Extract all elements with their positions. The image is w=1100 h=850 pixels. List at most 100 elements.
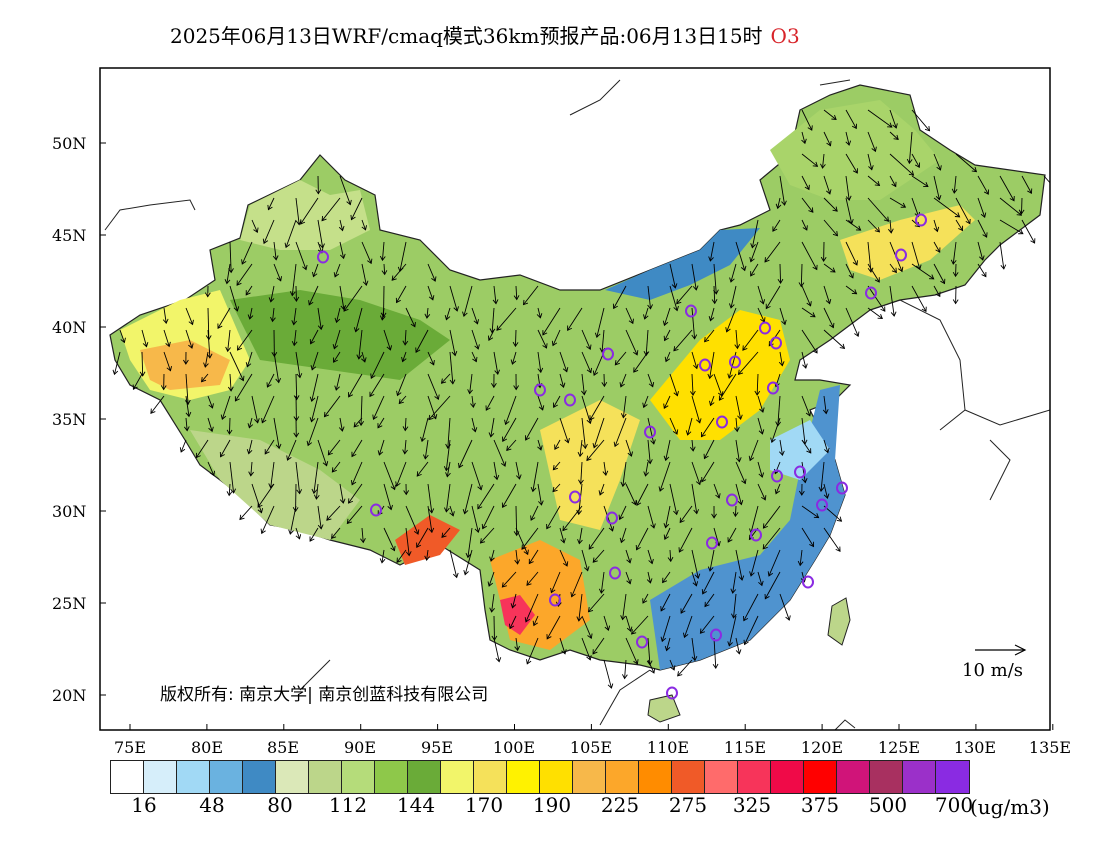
- wind-vector-head: [523, 549, 529, 556]
- wind-vector-head: [362, 280, 369, 286]
- wind-vector: [562, 505, 583, 531]
- wind-vector: [823, 131, 831, 146]
- wind-vector-head: [390, 545, 396, 552]
- wind-vector: [647, 549, 653, 564]
- wind-vector-head: [663, 403, 669, 410]
- wind-vector: [493, 351, 499, 375]
- wind-vector-head: [809, 541, 815, 548]
- wind-vector: [471, 461, 482, 490]
- wind-vector: [336, 307, 341, 323]
- wind-vector: [735, 395, 742, 420]
- wind-vector-head: [338, 426, 345, 432]
- wind-vector: [665, 505, 671, 528]
- wind-vector-head: [658, 486, 665, 492]
- wind-vector-head: [413, 529, 420, 535]
- wind-vector-head: [296, 373, 303, 379]
- wind-vector-head: [980, 212, 987, 218]
- wind-vector-head: [272, 255, 279, 261]
- station-marker: [726, 493, 738, 507]
- wind-vector-head: [983, 189, 989, 195]
- wind-vector-head: [626, 626, 633, 633]
- wind-vector: [799, 549, 803, 566]
- wind-vector: [446, 461, 451, 477]
- wind-vector-head: [443, 507, 450, 513]
- wind-vector: [273, 263, 282, 281]
- station-marker: [549, 593, 561, 607]
- wind-vector-head: [764, 593, 770, 600]
- wind-vector-head: [440, 378, 447, 384]
- wind-vector-head: [832, 231, 839, 237]
- wind-vector: [734, 505, 737, 517]
- wind-vector-head: [741, 478, 747, 485]
- wind-vector-head: [377, 423, 383, 429]
- wind-vector: [464, 549, 473, 575]
- wind-vector: [691, 263, 697, 291]
- wind-vector-head: [245, 290, 251, 296]
- wind-vector: [603, 505, 614, 532]
- wind-vector-head: [952, 299, 959, 305]
- wind-vector: [645, 461, 649, 476]
- wind-vector: [488, 329, 495, 341]
- wind-vector-head: [628, 318, 634, 325]
- wind-vector-head: [586, 655, 592, 661]
- wind-vector-head: [424, 555, 430, 561]
- wind-vector: [889, 175, 897, 187]
- wind-vector-head: [552, 464, 558, 471]
- wind-vector-head: [586, 344, 592, 350]
- wind-vector-head: [536, 313, 543, 319]
- wind-vector: [427, 395, 437, 419]
- wind-vector-head: [647, 459, 653, 465]
- wind-vector-head: [708, 256, 714, 262]
- wind-vector-head: [361, 225, 367, 231]
- wind-vector-head: [765, 303, 771, 310]
- wind-vector-head: [317, 324, 324, 331]
- wind-scale-arrow: [975, 644, 1027, 656]
- wind-vector: [493, 637, 500, 662]
- wind-vector-head: [501, 582, 507, 588]
- wind-vector: [227, 329, 231, 352]
- wind-vector: [691, 483, 698, 514]
- wind-vector: [665, 351, 671, 362]
- legend-color-cell: [573, 761, 606, 793]
- wind-vector-head: [708, 316, 715, 322]
- wind-vector-head: [246, 449, 253, 455]
- wind-vector: [141, 329, 147, 347]
- wind-vector: [267, 197, 275, 210]
- wind-vector-head: [372, 414, 378, 421]
- wind-vector-head: [707, 373, 714, 380]
- legend-color-cell: [441, 761, 474, 793]
- wind-vector: [889, 219, 892, 233]
- wind-vector-head: [309, 339, 315, 345]
- wind-vector-head: [291, 340, 298, 347]
- lon-label-95: 95E: [420, 738, 454, 757]
- wind-vector-head: [562, 367, 569, 373]
- wind-vector: [801, 417, 806, 445]
- wind-vector-head: [166, 366, 172, 372]
- wind-vector: [477, 483, 495, 510]
- wind-vector: [361, 527, 364, 543]
- wind-vector-head: [648, 558, 654, 565]
- wind-vector-head: [604, 625, 611, 631]
- wind-vector-head: [660, 606, 666, 612]
- wind-vector-head: [762, 523, 768, 529]
- wind-vector: [664, 527, 671, 540]
- wind-vector-head: [462, 509, 469, 515]
- wind-vector: [757, 417, 763, 435]
- wind-vector-head: [220, 414, 227, 420]
- wind-vector-head: [588, 544, 594, 550]
- wind-vector: [416, 461, 429, 477]
- wind-vector: [488, 571, 495, 587]
- wind-vector: [911, 175, 929, 187]
- wind-vector-head: [592, 442, 599, 449]
- wind-vector-head: [424, 313, 431, 319]
- wind-vector-head: [379, 558, 386, 564]
- philippines-coastline: [834, 719, 856, 730]
- wind-vector: [360, 395, 363, 426]
- wind-vector-head: [631, 629, 637, 635]
- wind-vector: [889, 153, 914, 176]
- wind-vector-head: [356, 354, 363, 360]
- wind-vector-head: [230, 488, 237, 494]
- station-marker: [644, 425, 656, 439]
- wind-vector: [801, 505, 819, 518]
- wind-vector: [704, 439, 715, 459]
